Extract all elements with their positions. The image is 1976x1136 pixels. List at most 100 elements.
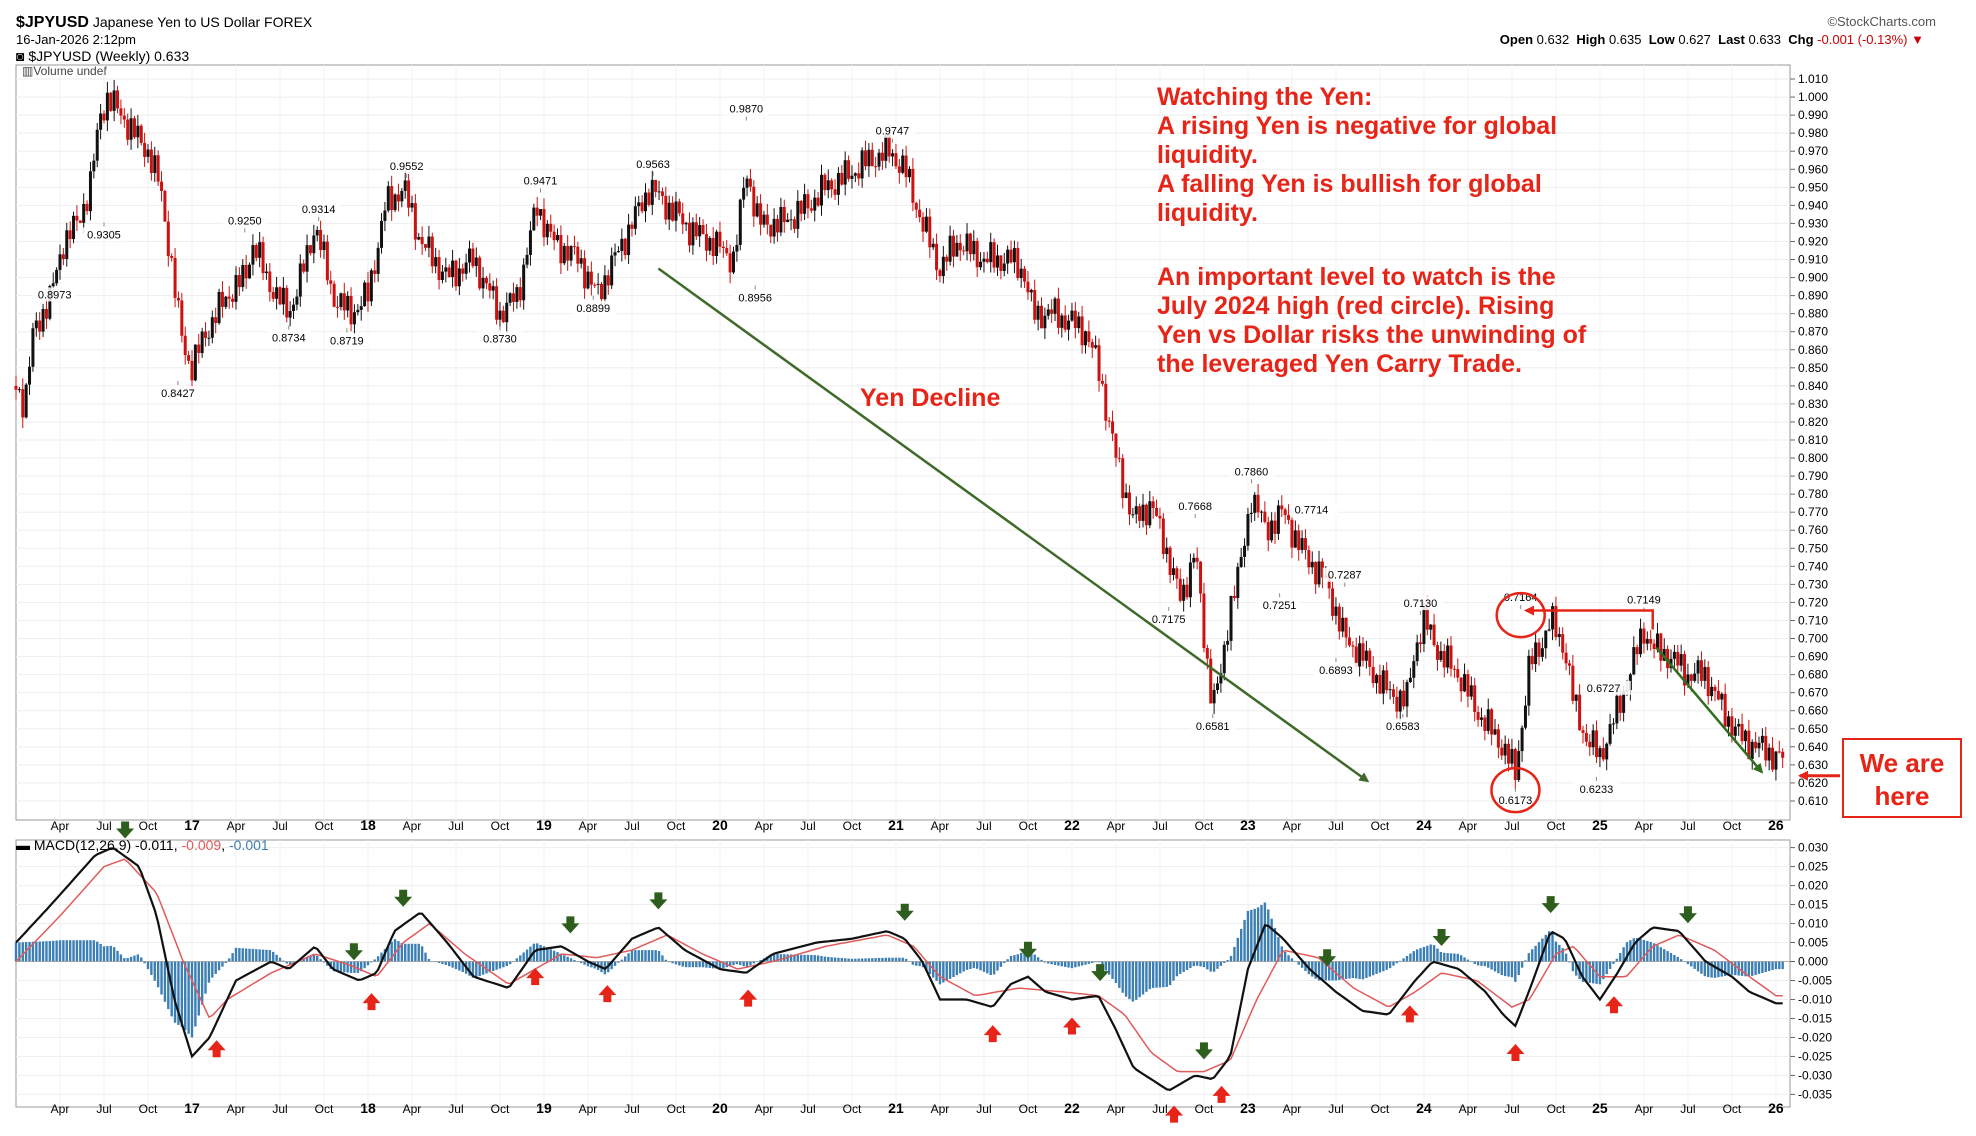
macd-hist-bar [590,961,593,968]
price-ytick-label: 0.920 [1798,234,1828,248]
candle-body [637,202,641,207]
macd-hist-bar [1778,961,1781,970]
macd-hist-bar [424,952,427,962]
macd-hist-bar [1635,938,1639,962]
candle-body [376,247,380,274]
candle-body [1232,596,1236,598]
macd-hist-bar [1690,961,1693,967]
macd-hist-bar [184,961,187,1031]
macd-hist-bar [1443,952,1446,962]
macd-line-icon: ▬ [16,837,30,853]
price-xtick-label: Apr [227,819,246,833]
macd-hist-bar [1419,948,1422,962]
candle-body [440,271,444,281]
macd-hist-bar [1101,961,1104,967]
candle-body [816,197,820,206]
candle-body [102,113,106,121]
price-ytick-label: 0.860 [1798,343,1828,357]
macd-hist-bar [1338,961,1341,981]
candle-body [1144,504,1148,526]
candle-body [88,171,92,212]
candle-body [995,255,999,268]
candle-body [444,267,448,272]
macd-hist-bar [454,961,458,970]
candle-body [380,220,384,248]
price-ytick-label: 0.710 [1798,613,1828,627]
macd-hist-bar [580,961,583,964]
macd-hist-bar [1696,961,1700,972]
macd-hist-bar [1700,961,1703,974]
candle-body [1385,670,1389,691]
macd-hist-bar [749,961,752,966]
candle-body [1175,568,1179,579]
candle-body [813,197,817,211]
macd-hist-bar [925,961,928,971]
macd-hist-bar [1226,960,1229,962]
candle-body [738,199,742,245]
candle-body [501,310,505,323]
candle-body [1293,530,1297,548]
open-label: Open [1499,32,1534,47]
macd-hist-bar [1642,939,1646,962]
candle-body [75,215,79,221]
price-label-bg [518,173,563,188]
macd-hist-bar [671,961,674,964]
candle-body [1527,655,1531,706]
candle-body [48,286,52,319]
macd-hist-bar [1490,961,1493,970]
macd-hist-bar [1500,961,1503,976]
macd-hist-bar [1771,961,1774,971]
macd-hist-bar [1124,961,1128,997]
macd-hist-bar [1351,961,1355,979]
macd-hist-bar [221,961,224,967]
macd-hist-bar [1602,961,1605,980]
annotation-line: Yen vs Dollar risks the unwinding of [1157,321,1587,349]
macd-hist-bar [1510,961,1514,978]
candle-body [1503,743,1507,756]
macd-hist-bar [701,961,705,968]
candle-body [329,280,333,284]
brand-logo[interactable]: ©StockCharts.com [1827,14,1936,29]
candle-body [407,180,411,208]
candle-body [1361,643,1365,661]
macd-hist-bar [1368,961,1371,977]
macd-hist-bar [261,949,265,962]
candle-body [789,219,793,221]
candle-body [1148,501,1152,526]
candle-body [220,291,224,307]
candle-body [373,270,377,274]
candle-body [339,293,343,307]
price-ytick-label: 0.810 [1798,433,1828,447]
price-xtick-label: 21 [888,817,904,833]
candle-body [935,243,939,271]
candle-body [1358,643,1362,667]
macd-hist-bar [1314,961,1317,979]
candle-body [1398,690,1402,712]
sell-arrow-icon [1541,896,1560,914]
macd-hist-bar [448,961,451,967]
macd-hist-bar [1439,951,1443,962]
price-xtick-label: Jul [1680,819,1695,833]
price-ytick-label: 0.990 [1798,108,1828,122]
price-label-bg [1190,719,1235,734]
candle-body [1249,512,1253,515]
macd-hist-bar [1429,944,1432,962]
candle-body [1425,606,1429,630]
candle-body [369,270,373,302]
macd-hist-bar [1382,961,1385,972]
price-xtick-label: Jul [1504,819,1519,833]
candle-body [1141,504,1145,521]
candle-body [1046,309,1050,316]
macd-hist-bar [1084,961,1087,965]
candle-body [264,271,268,274]
candle-body [684,222,688,225]
candle-body [1121,458,1125,499]
candle-body [1764,735,1768,761]
macd-hist-bar [1581,961,1585,982]
candle-body [1212,690,1216,704]
macd-hist-bar [441,961,444,964]
candle-body [880,152,884,161]
macd-hist-bar [617,961,620,963]
candle-body [1696,660,1700,674]
